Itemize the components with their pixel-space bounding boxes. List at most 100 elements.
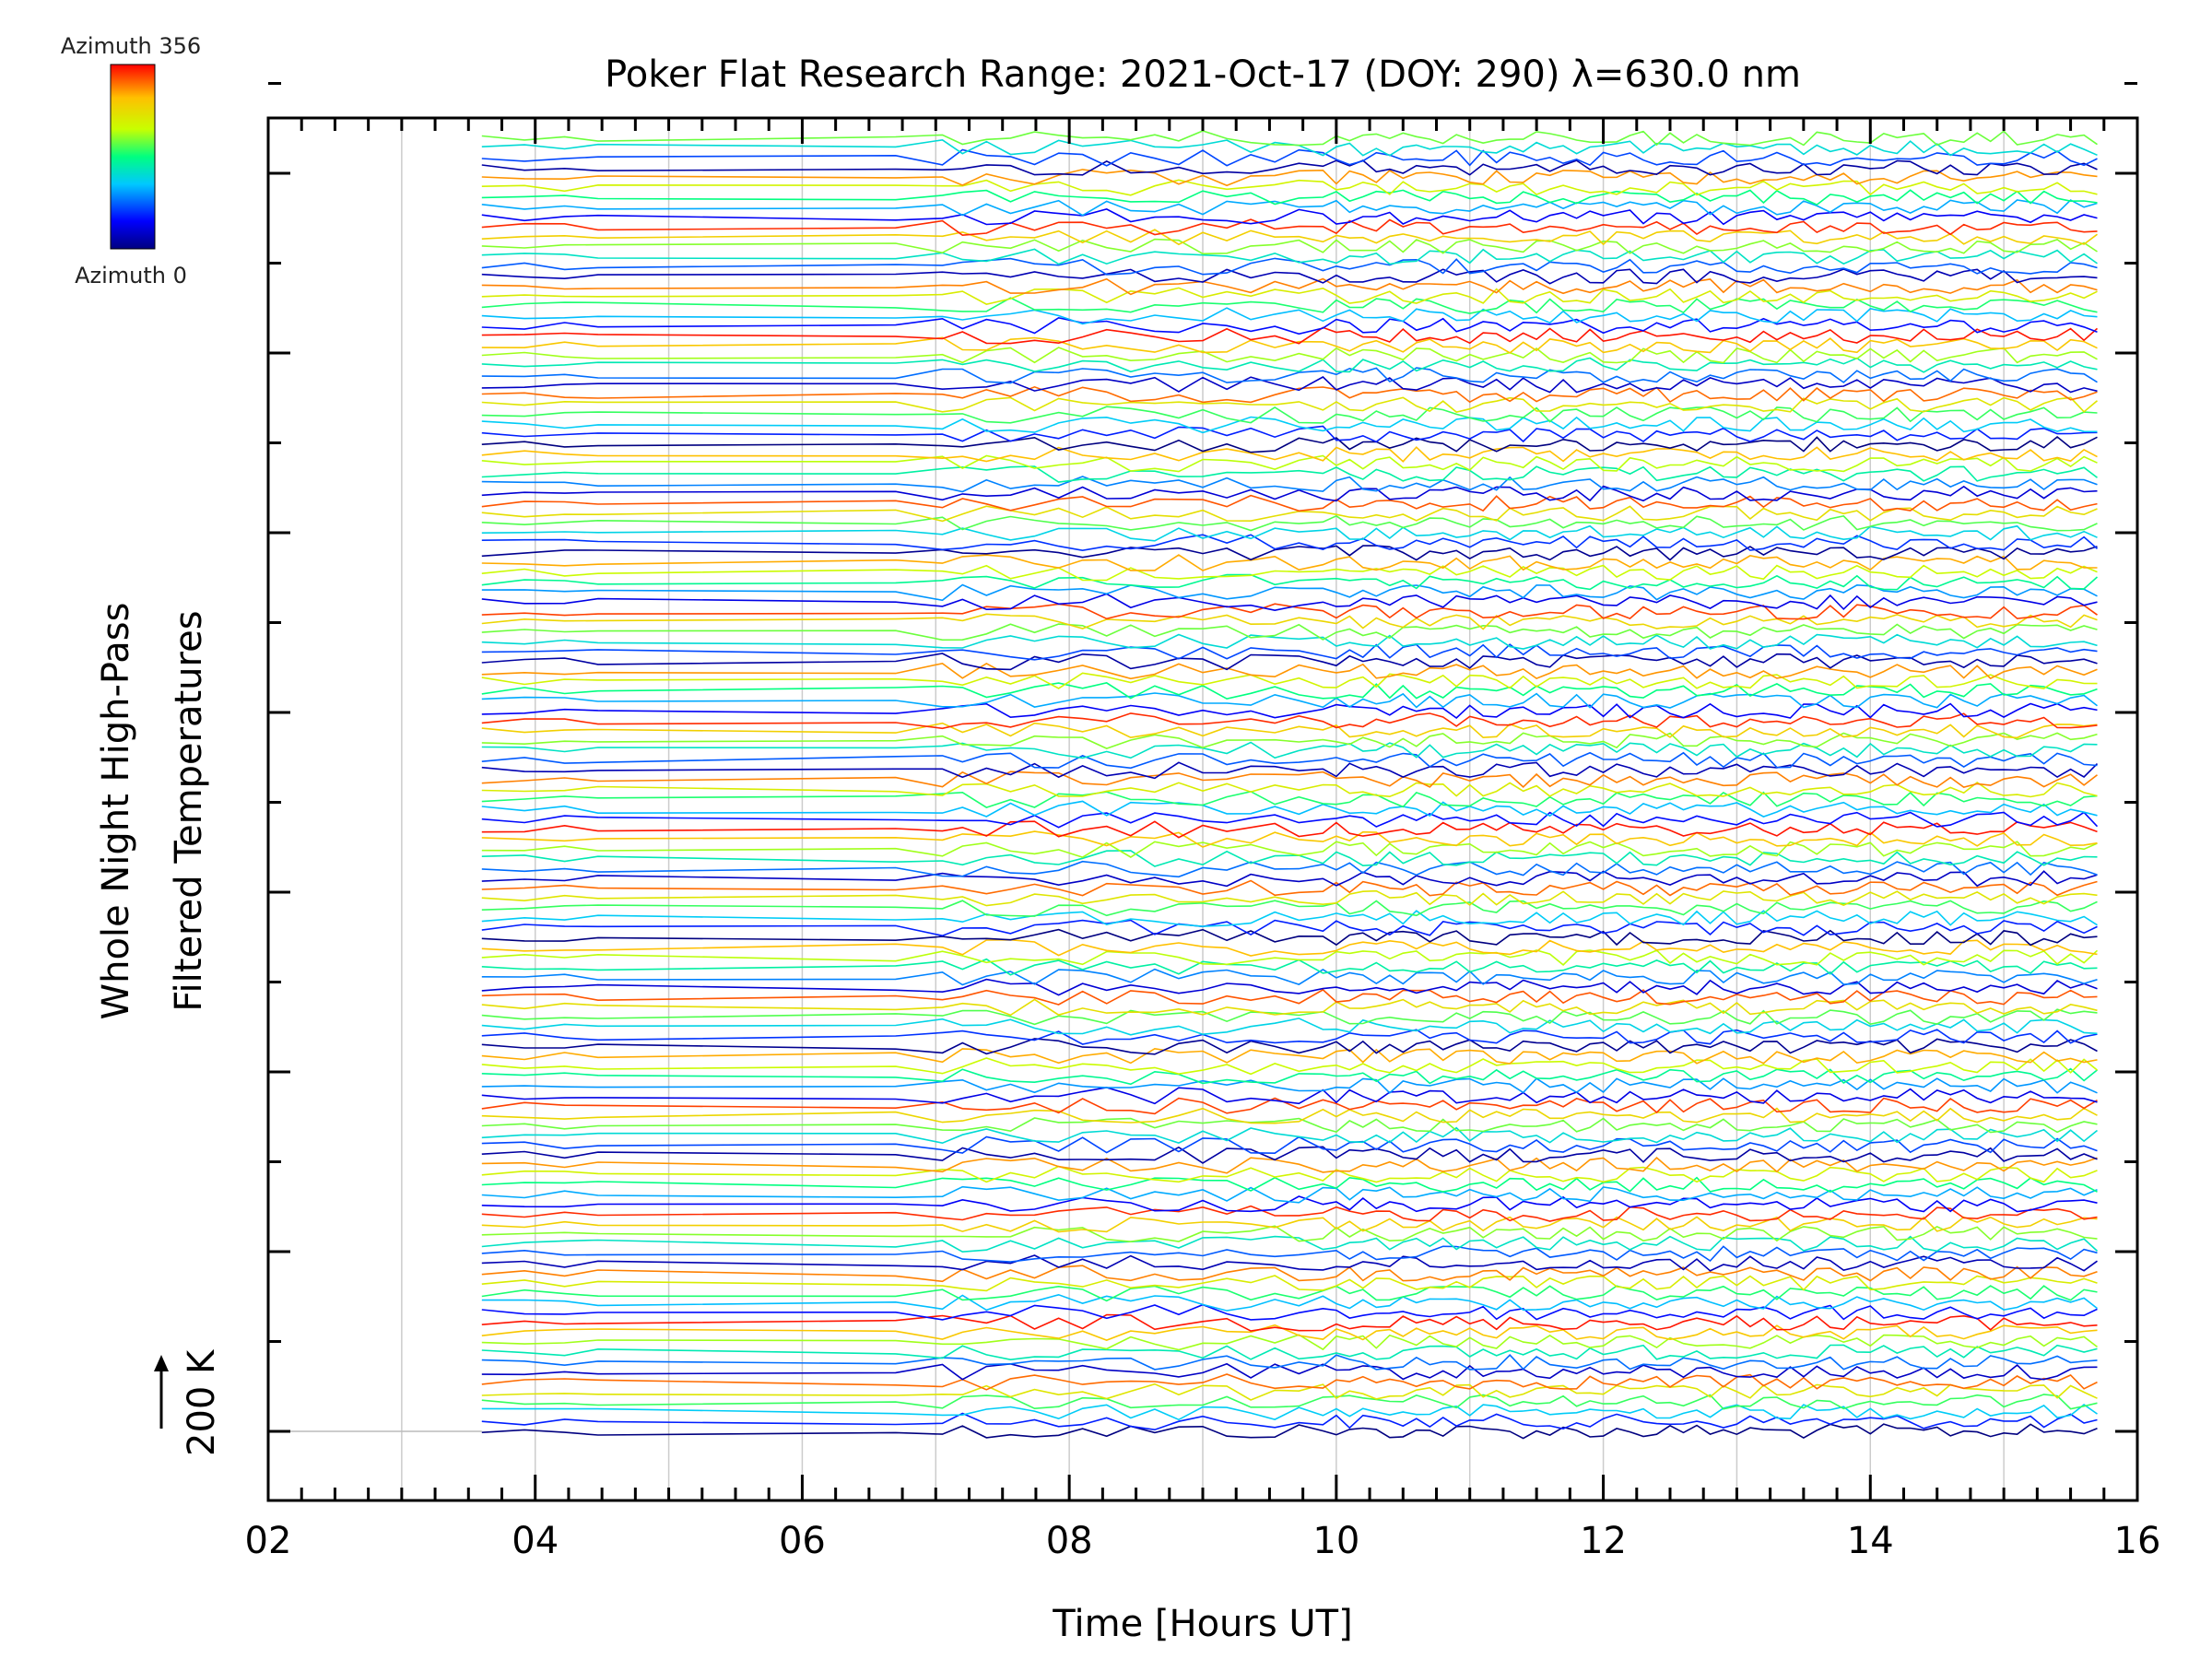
colorbar-top-label: Azimuth 356 [61,33,201,59]
temperature-series-line [481,1205,2098,1222]
temperature-series-line [481,1087,2098,1105]
x-tick-label: 14 [1847,1520,1894,1562]
temperature-series-line [481,454,2098,473]
temperature-series-line [481,435,2098,453]
temperature-series-line [481,1254,2098,1272]
temperature-series-line [481,879,2098,897]
temperature-series-line [481,811,2099,829]
temperature-series-line [481,1245,2098,1263]
temperature-series-line [481,485,2098,502]
x-tick-label: 06 [779,1520,826,1562]
temperature-series-line [481,1394,2098,1410]
temperature-series-line [481,1038,2098,1055]
temperature-series-line [481,148,2098,167]
temperature-series-line [481,367,2098,384]
temperature-series-line [481,1324,2098,1341]
temperature-series-line [481,623,2098,641]
temperature-series-line [481,1008,2098,1026]
temperature-series-line [481,534,2099,552]
temperature-series-line [481,1067,2099,1086]
temperature-series-line [481,199,2098,217]
grid-lines [401,118,2005,1500]
temperature-series-line [481,841,2098,858]
temperature-series-line [481,662,2098,680]
temperature-series-line [481,820,2098,839]
temperature-series-line [481,287,2098,305]
temperature-series-line [481,307,2098,325]
temperature-series-line [481,1334,2098,1351]
temperature-series-line [481,1293,2098,1312]
temperature-series-line [481,712,2098,730]
temperature-series-line [481,573,2099,591]
temperature-series-line [481,218,2098,237]
temperature-series-line [481,633,2098,650]
temperature-series-line [481,564,2098,582]
temperature-series-line [481,1018,2098,1036]
temperature-series-line [481,938,2098,957]
temperature-series-line [481,949,2099,966]
temperature-series-line [481,900,2098,917]
temperature-series-line [481,1097,2098,1115]
temperature-series-line [481,524,2098,542]
axis-ticks [266,82,2139,1500]
temperature-series-line [481,238,2098,255]
temperature-series-line [481,1057,2099,1076]
temperature-series-line [481,889,2098,907]
temperature-series-line [481,958,2098,976]
series-lines [268,130,2099,1440]
temperature-series-line [481,554,2098,571]
temperature-series-line [481,1135,2098,1155]
temperature-series-line [481,138,2098,157]
temperature-series-line [481,1107,2098,1124]
azimuth-colorbar: Azimuth 356 Azimuth 0 [61,33,201,288]
temperature-series-line [481,870,2098,888]
temperature-series-line [481,702,2098,720]
x-tick-label: 10 [1312,1520,1359,1562]
temperature-series-line [481,1117,2098,1134]
temperature-series-line [481,1404,2098,1421]
temperature-series-line [481,347,2098,364]
temperature-series-line [481,988,2098,1006]
temperature-series-line [481,800,2098,818]
y-axis-label-line1: Whole Night High-Pass [95,603,137,1020]
temperature-series-line [481,248,2098,265]
colorbar-bottom-label: Azimuth 0 [75,263,187,288]
x-tick-labels: 02 04 06 08 10 12 14 16 [245,1520,2161,1562]
temperature-series-line [481,1216,2098,1233]
temperature-series-line [481,257,2098,276]
temperature-series-line [481,1303,2098,1321]
temperature-series-line [481,672,2098,689]
temperature-series-line [481,179,2098,196]
temperature-series-line [481,1423,2098,1440]
temperature-series-line [481,189,2098,206]
temperature-series-line [481,998,2098,1017]
temperature-series-line [481,336,2098,354]
temperature-series-line [481,357,2098,373]
temperature-series-line [481,1344,2098,1361]
temperature-series-line [481,653,2098,671]
temperature-series-line [481,505,2098,523]
temperature-series-line [481,790,2098,808]
temperature-series-line [481,919,2098,937]
temperature-series-line [481,761,2099,780]
temperature-series-line [481,326,2099,345]
temperature-series-line [481,1265,2098,1283]
temperature-series-line [481,910,2098,927]
temperature-series-line [481,613,2098,630]
temperature-series-line [481,751,2098,770]
temperature-series-line [481,1176,2098,1193]
temperature-series-line [481,1146,2098,1164]
temperature-series-line [481,446,2098,463]
temperature-series-line [481,416,2098,434]
temperature-series-line [481,860,2098,878]
temperature-series-line [481,692,2098,709]
temperature-series-line [481,643,2098,661]
temperature-series-line [481,130,2098,147]
temperature-series-line [481,1077,2098,1094]
temperature-series-line [481,1047,2098,1065]
temperature-series-line [481,1029,2098,1045]
temperature-series-line [481,545,2098,561]
temperature-series-line [481,396,2099,413]
y-axis-label-line2: Filtered Temperatures [168,610,210,1011]
